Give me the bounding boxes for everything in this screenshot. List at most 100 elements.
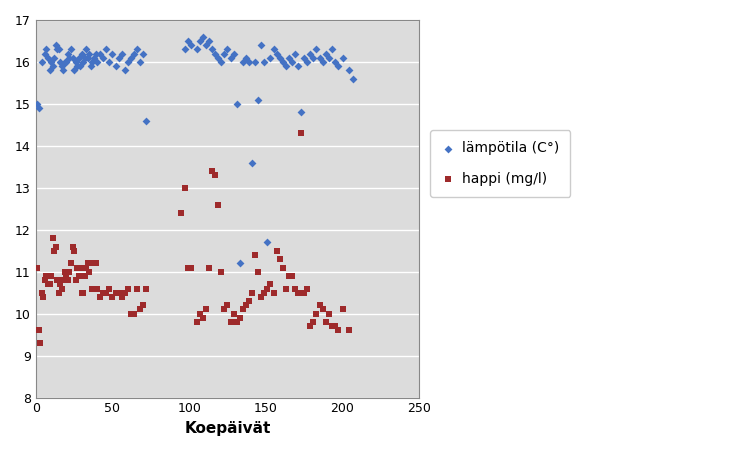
lämpötila (C°) <box>181 37 194 45</box>
lämpötila (C°) <box>57 67 69 74</box>
happi (mg/l) <box>82 260 94 267</box>
happi (mg/l) <box>59 268 71 275</box>
lämpötila (C°) <box>326 46 338 53</box>
lämpötila (C°) <box>109 63 121 70</box>
happi (mg/l) <box>134 306 146 313</box>
lämpötila (C°) <box>307 54 319 61</box>
lämpötila (C°) <box>215 58 227 65</box>
lämpötila (C°) <box>224 54 236 61</box>
happi (mg/l) <box>75 264 87 271</box>
happi (mg/l) <box>240 302 252 309</box>
lämpötila (C°) <box>128 50 140 57</box>
happi (mg/l) <box>112 289 124 296</box>
happi (mg/l) <box>131 285 143 292</box>
lämpötila (C°) <box>103 58 115 65</box>
lämpötila (C°) <box>63 54 75 61</box>
lämpötila (C°) <box>316 58 328 65</box>
happi (mg/l) <box>87 285 99 292</box>
lämpötila (C°) <box>106 50 118 57</box>
lämpötila (C°) <box>289 50 301 57</box>
lämpötila (C°) <box>73 54 85 61</box>
lämpötila (C°) <box>233 260 245 267</box>
happi (mg/l) <box>261 285 273 292</box>
lämpötila (C°) <box>221 46 233 53</box>
lämpötila (C°) <box>60 58 72 65</box>
lämpötila (C°) <box>304 50 316 57</box>
lämpötila (C°) <box>270 50 282 57</box>
lämpötila (C°) <box>84 50 96 57</box>
happi (mg/l) <box>270 247 282 254</box>
X-axis label: Koepäivät: Koepäivät <box>184 421 270 436</box>
lämpötila (C°) <box>62 50 74 57</box>
lämpötila (C°) <box>212 54 224 61</box>
happi (mg/l) <box>255 293 267 300</box>
lämpötila (C°) <box>53 46 65 53</box>
happi (mg/l) <box>42 281 54 288</box>
lämpötila (C°) <box>75 63 87 70</box>
lämpötila (C°) <box>347 75 359 83</box>
happi (mg/l) <box>71 264 83 271</box>
happi (mg/l) <box>320 318 332 326</box>
lämpötila (C°) <box>332 63 344 70</box>
happi (mg/l) <box>66 243 78 250</box>
happi (mg/l) <box>106 293 118 300</box>
happi (mg/l) <box>218 306 230 313</box>
lämpötila (C°) <box>313 54 325 61</box>
lämpötila (C°) <box>200 41 212 49</box>
lämpötila (C°) <box>337 54 349 61</box>
lämpötila (C°) <box>41 46 53 53</box>
lämpötila (C°) <box>119 67 131 74</box>
happi (mg/l) <box>313 302 325 309</box>
lämpötila (C°) <box>81 46 93 53</box>
happi (mg/l) <box>56 285 68 292</box>
happi (mg/l) <box>298 289 310 296</box>
lämpötila (C°) <box>76 50 88 57</box>
happi (mg/l) <box>203 264 215 271</box>
happi (mg/l) <box>230 318 242 326</box>
lämpötila (C°) <box>209 50 221 57</box>
lämpötila (C°) <box>85 63 97 70</box>
happi (mg/l) <box>45 272 57 280</box>
happi (mg/l) <box>212 201 224 208</box>
happi (mg/l) <box>200 306 212 313</box>
happi (mg/l) <box>54 281 66 288</box>
happi (mg/l) <box>292 289 304 296</box>
happi (mg/l) <box>326 322 338 330</box>
happi (mg/l) <box>280 285 292 292</box>
happi (mg/l) <box>84 268 96 275</box>
happi (mg/l) <box>57 276 69 284</box>
happi (mg/l) <box>76 289 88 296</box>
happi (mg/l) <box>233 314 245 322</box>
lämpötila (C°) <box>68 67 80 74</box>
happi (mg/l) <box>63 268 75 275</box>
happi (mg/l) <box>181 264 194 271</box>
happi (mg/l) <box>125 310 137 318</box>
happi (mg/l) <box>47 235 59 242</box>
happi (mg/l) <box>258 289 270 296</box>
happi (mg/l) <box>137 302 149 309</box>
lämpötila (C°) <box>39 50 51 57</box>
happi (mg/l) <box>206 167 218 175</box>
lämpötila (C°) <box>197 33 209 41</box>
lämpötila (C°) <box>178 46 191 53</box>
happi (mg/l) <box>36 289 48 296</box>
lämpötila (C°) <box>137 50 149 57</box>
lämpötila (C°) <box>273 54 285 61</box>
happi (mg/l) <box>100 289 112 296</box>
happi (mg/l) <box>304 322 316 330</box>
lämpötila (C°) <box>97 54 109 61</box>
lämpötila (C°) <box>87 58 99 65</box>
lämpötila (C°) <box>218 50 230 57</box>
happi (mg/l) <box>33 327 45 334</box>
happi (mg/l) <box>316 306 328 313</box>
lämpötila (C°) <box>246 159 258 166</box>
happi (mg/l) <box>283 272 295 280</box>
happi (mg/l) <box>184 264 197 271</box>
lämpötila (C°) <box>47 63 59 70</box>
Legend: lämpötila (C°), happi (mg/l): lämpötila (C°), happi (mg/l) <box>430 130 570 197</box>
lämpötila (C°) <box>240 54 252 61</box>
happi (mg/l) <box>178 184 191 191</box>
lämpötila (C°) <box>286 58 298 65</box>
happi (mg/l) <box>41 272 53 280</box>
lämpötila (C°) <box>249 58 261 65</box>
